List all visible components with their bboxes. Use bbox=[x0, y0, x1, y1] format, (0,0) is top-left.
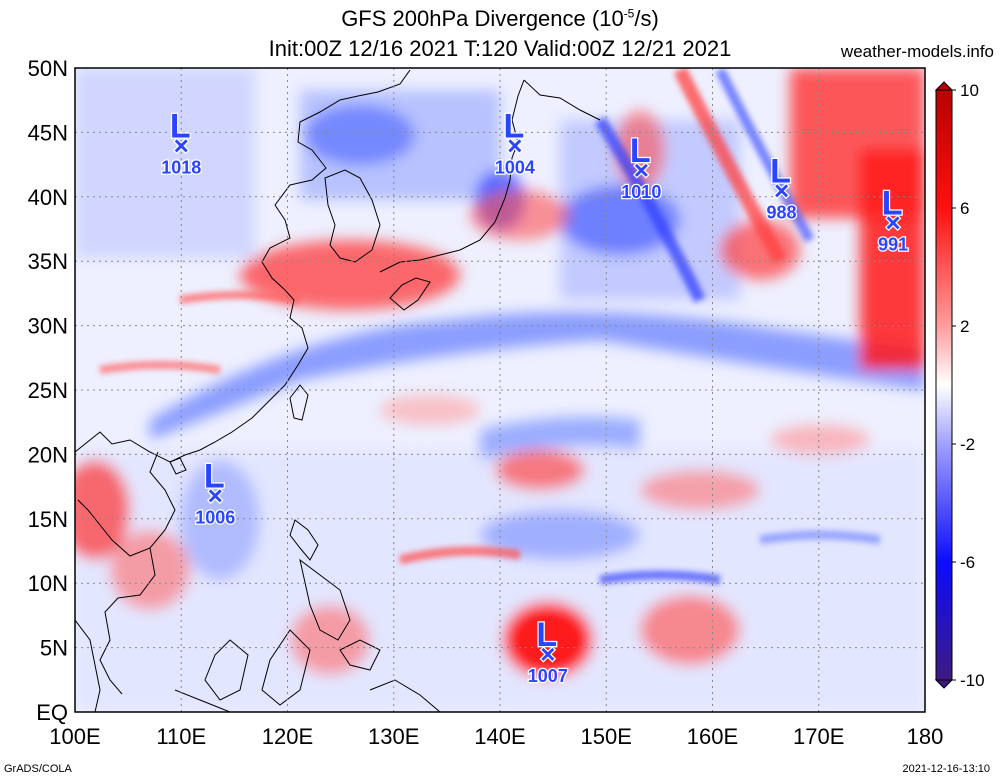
x-tick-label: 110E bbox=[156, 724, 206, 749]
low-marker: L×1004 bbox=[494, 106, 537, 179]
low-center-x-icon: × bbox=[886, 208, 901, 238]
low-pressure-value: 991 bbox=[878, 235, 908, 255]
y-axis-ticks: EQ 5N 10N 15N 20N 25N 30N 35N 40N 45N 50N bbox=[28, 56, 68, 725]
x-tick-label: 150E bbox=[581, 724, 632, 749]
map-title: GFS 200hPa Divergence (10-5/s) bbox=[0, 6, 1000, 32]
y-tick-label: 15N bbox=[28, 507, 68, 532]
low-marker: L×1018 bbox=[160, 106, 203, 179]
low-pressure-value: 1018 bbox=[161, 157, 201, 177]
low-marker: L×1007 bbox=[527, 615, 570, 688]
colorbar-scale bbox=[935, 89, 953, 681]
y-tick-label: 40N bbox=[28, 185, 68, 210]
low-marker: L×1006 bbox=[194, 456, 237, 529]
colorbar-tick-label: 2 bbox=[960, 317, 969, 336]
title-prefix: GFS 200hPa Divergence (10 bbox=[341, 6, 624, 31]
colorbar-tick-label: -2 bbox=[960, 435, 975, 454]
low-pressure-value: 1006 bbox=[195, 508, 235, 528]
low-marker: L×1010 bbox=[620, 131, 663, 204]
x-tick-label: 180 bbox=[907, 724, 944, 749]
x-tick-label: 170E bbox=[793, 724, 844, 749]
site-label: weather-models.info bbox=[840, 42, 994, 61]
y-tick-label: 25N bbox=[28, 378, 68, 403]
footer-timestamp: 2021-12-16-13:10 bbox=[902, 763, 990, 775]
low-center-x-icon: × bbox=[208, 481, 223, 511]
low-center-x-icon: × bbox=[540, 639, 555, 669]
low-center-x-icon: × bbox=[507, 130, 522, 160]
y-tick-label: 30N bbox=[28, 314, 68, 339]
colorbar-bottom-arrow bbox=[934, 679, 954, 689]
low-pressure-value: 1004 bbox=[495, 157, 535, 177]
low-center-x-icon: × bbox=[634, 155, 649, 185]
colorbar-tick-label: -10 bbox=[960, 671, 985, 690]
map-subtitle: Init:00Z 12/16 2021 T:120 Valid:00Z 12/2… bbox=[268, 36, 732, 61]
low-letter: L bbox=[630, 132, 651, 170]
divergence-field bbox=[75, 68, 925, 712]
low-letter: L bbox=[204, 458, 225, 496]
colorbar: 10 6 2 -2 -6 -10 bbox=[934, 81, 985, 690]
x-tick-label: 120E bbox=[262, 724, 313, 749]
low-pressure-value: 1007 bbox=[528, 666, 568, 686]
title-suffix: /s) bbox=[634, 6, 659, 31]
x-tick-label: 160E bbox=[687, 724, 738, 749]
low-pressure-value: 1010 bbox=[621, 182, 661, 202]
footer-credit: GrADS/COLA bbox=[4, 763, 72, 775]
colorbar-top-arrow bbox=[934, 81, 954, 91]
y-tick-label: 50N bbox=[28, 56, 68, 81]
y-tick-label: 20N bbox=[28, 442, 68, 467]
low-letter: L bbox=[503, 107, 524, 145]
x-axis-ticks: 100E 110E 120E 130E 140E 150E 160E 170E 180 bbox=[49, 724, 943, 749]
coastlines bbox=[75, 69, 601, 712]
low-letter: L bbox=[170, 107, 191, 145]
x-tick-label: 100E bbox=[49, 724, 100, 749]
lat-lon-grid bbox=[75, 68, 925, 712]
plot-frame bbox=[74, 67, 926, 713]
y-tick-label: 35N bbox=[28, 249, 68, 274]
x-tick-label: 140E bbox=[474, 724, 525, 749]
colorbar-tick-label: 6 bbox=[960, 199, 969, 218]
low-center-x-icon: × bbox=[174, 130, 189, 160]
y-tick-label: 5N bbox=[40, 636, 68, 661]
y-tick-label: EQ bbox=[36, 700, 68, 725]
colorbar-tick-label: -6 bbox=[960, 553, 975, 572]
low-pressure-value: 988 bbox=[767, 202, 797, 222]
low-letter: L bbox=[882, 185, 903, 223]
low-letter: L bbox=[770, 152, 791, 190]
colorbar-tick-label: 10 bbox=[960, 81, 979, 100]
y-tick-label: 45N bbox=[28, 120, 68, 145]
low-center-x-icon: × bbox=[774, 175, 789, 205]
x-tick-label: 130E bbox=[368, 724, 419, 749]
colorbar-ticks: 10 6 2 -2 -6 -10 bbox=[952, 81, 985, 690]
low-marker: L×991 bbox=[877, 183, 910, 256]
title-exponent: -5 bbox=[623, 6, 635, 21]
y-tick-label: 10N bbox=[28, 571, 68, 596]
low-letter: L bbox=[536, 616, 557, 654]
low-marker: L×988 bbox=[765, 151, 798, 224]
